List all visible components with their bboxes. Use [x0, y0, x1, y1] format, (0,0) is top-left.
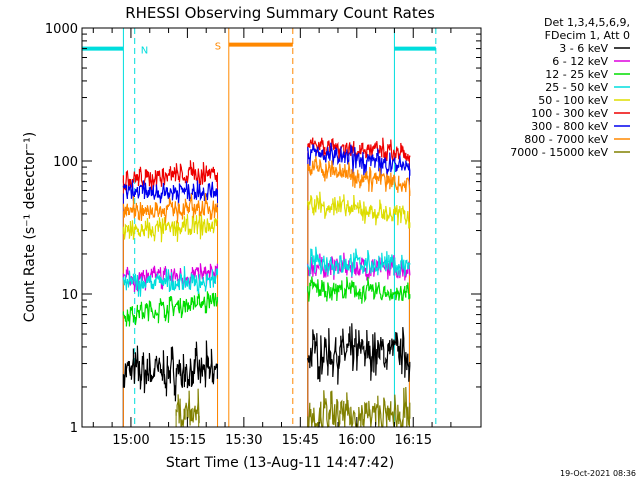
chart-title: RHESSI Observing Summary Count Rates — [125, 4, 435, 22]
legend-entry-label: 100 - 300 keV — [531, 107, 608, 120]
y-tick-label: 1 — [70, 421, 78, 436]
series-line — [307, 386, 411, 428]
legend: Det 1,3,4,5,6,9,FDecim 1, Att 03 - 6 keV… — [510, 16, 630, 159]
series-line — [122, 214, 218, 243]
legend-entry-label: 300 - 800 keV — [531, 120, 608, 133]
annotation-label: S — [215, 42, 221, 53]
legend-entry-label: 3 - 6 keV — [559, 42, 608, 55]
series-line — [122, 266, 218, 297]
y-tick-label: 100 — [53, 155, 78, 170]
y-tick-label: 1000 — [45, 22, 78, 37]
annotation-label: N — [141, 46, 148, 57]
series-line — [122, 290, 218, 327]
series-line — [122, 160, 218, 192]
legend-header: FDecim 1, Att 0 — [545, 29, 630, 42]
legend-entry-label: 50 - 100 keV — [538, 94, 608, 107]
series-line — [307, 191, 411, 229]
series-line — [122, 263, 218, 293]
x-tick-label: 15:15 — [169, 433, 206, 448]
legend-entry-label: 800 - 7000 keV — [524, 133, 608, 146]
legend-entry-label: 25 - 50 keV — [545, 81, 608, 94]
x-tick-label: 15:00 — [112, 433, 149, 448]
x-axis-label: Start Time (13-Aug-11 14:47:42) — [166, 455, 394, 471]
plot-content: N S 1 10 100 1000 15:00 15:15 15:30 15:45 16:00 16:… — [45, 22, 482, 448]
legend-header: Det 1,3,4,5,6,9, — [544, 16, 630, 29]
x-tick-label: 15:45 — [282, 433, 319, 448]
series-line — [307, 137, 411, 162]
series-line — [122, 192, 218, 224]
series-line — [307, 156, 411, 196]
y-tick-label: 10 — [61, 288, 78, 303]
y-axis-label: Count Rate (s⁻¹ detector⁻¹) — [22, 132, 38, 322]
x-tick-label: 15:30 — [225, 433, 262, 448]
x-tick-label: 16:00 — [338, 433, 375, 448]
legend-entry-label: 12 - 25 keV — [545, 68, 608, 81]
series-line — [122, 180, 218, 207]
series-line — [307, 323, 411, 385]
timestamp: 19-Oct-2021 08:36 — [560, 469, 636, 478]
series-line — [307, 142, 411, 178]
x-tick-label: 16:15 — [395, 433, 432, 448]
series-line — [307, 276, 411, 304]
legend-entry-label: 7000 - 15000 keV — [510, 146, 608, 159]
series-line — [175, 388, 200, 428]
series-line — [122, 340, 218, 402]
legend-entry-label: 6 - 12 keV — [552, 55, 608, 68]
series-line — [307, 246, 411, 277]
